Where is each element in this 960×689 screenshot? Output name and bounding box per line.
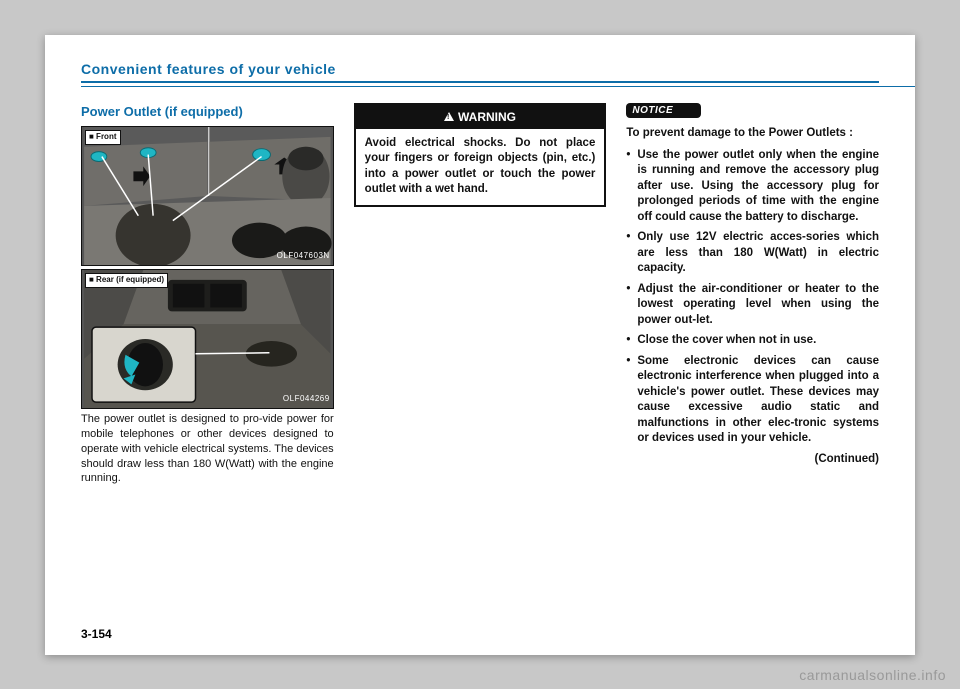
warning-label: WARNING [458, 110, 516, 124]
notice-intro: To prevent damage to the Power Outlets : [626, 126, 879, 142]
notice-bullet: Close the cover when not in use. [626, 333, 879, 349]
warning-text: Avoid electrical shocks. Do not place yo… [356, 129, 605, 205]
continued-label: (Continued) [626, 452, 879, 468]
notice-bullet: Use the power outlet only when the engin… [626, 148, 879, 226]
notice-bullet: Some electronic devices can cause electr… [626, 354, 879, 447]
rear-outlet-illustration [82, 270, 333, 408]
figure-rear-label: ■ Rear (if equipped) [85, 273, 168, 288]
figure-front-code: OLF047603N [277, 251, 330, 262]
warning-header: WARNING [356, 105, 605, 129]
power-outlet-title: Power Outlet (if equipped) [81, 103, 334, 121]
figure-front-label: ■ Front [85, 130, 121, 145]
notice-bullet: Only use 12V electric acces-sories which… [626, 230, 879, 277]
notice-bullet: Adjust the air-conditioner or heater to … [626, 282, 879, 329]
notice-bullet-list: Use the power outlet only when the engin… [626, 148, 879, 447]
watermark: carmanualsonline.info [799, 667, 946, 683]
content-columns: Power Outlet (if equipped) [81, 103, 879, 487]
front-outlet-illustration [82, 127, 333, 265]
notice-badge: NOTICE [626, 103, 701, 119]
column-3: NOTICE To prevent damage to the Power Ou… [626, 103, 879, 487]
section-header: Convenient features of your vehicle [81, 61, 879, 83]
warning-triangle-icon [444, 112, 454, 121]
power-outlet-description: The power outlet is designed to pro-vide… [81, 412, 334, 486]
figure-rear-code: OLF044269 [283, 394, 330, 405]
page-number: 3-154 [81, 627, 112, 641]
column-1: Power Outlet (if equipped) [81, 103, 334, 487]
warning-callout: WARNING Avoid electrical shocks. Do not … [354, 103, 607, 207]
column-2: WARNING Avoid electrical shocks. Do not … [354, 103, 607, 487]
manual-page: Convenient features of your vehicle Powe… [45, 35, 915, 655]
figure-rear-outlet: ■ Rear (if equipped) OLF044269 [81, 269, 334, 409]
figure-front-outlet: ■ Front OLF047603N [81, 126, 334, 266]
